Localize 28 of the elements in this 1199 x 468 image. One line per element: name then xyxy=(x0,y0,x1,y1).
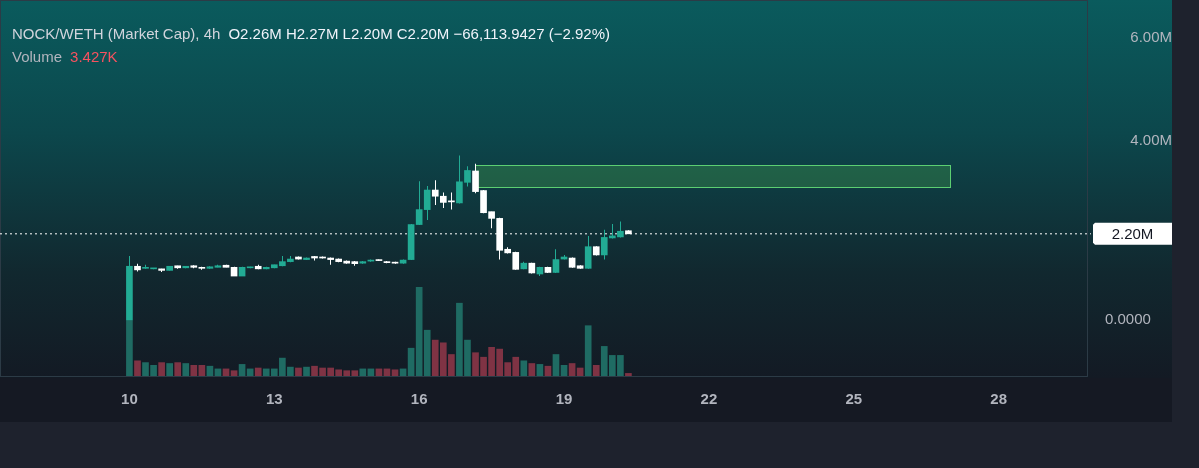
text: O2.26M H2.27M L2.20M C2.20M −66,113.9427 (−2.92%) xyxy=(228,25,610,42)
x-tick-label: 13 xyxy=(265,390,283,408)
bar xyxy=(182,363,190,377)
bar xyxy=(584,325,592,377)
text: NOCK/WETH (Market Cap), 4h xyxy=(12,25,221,42)
x-tick-label: 28 xyxy=(990,390,1008,408)
bar xyxy=(254,367,262,377)
y-tick-label: 6.00M xyxy=(1130,28,1172,46)
bar xyxy=(190,364,198,377)
bar xyxy=(158,362,165,377)
ref-line-label: 2.20M xyxy=(1111,224,1154,242)
x-tick-label: 19 xyxy=(555,390,573,408)
bar xyxy=(134,360,141,377)
bar xyxy=(592,364,600,377)
chart-subtitle: 3.427K xyxy=(70,48,118,65)
x-tick-label: 25 xyxy=(845,390,863,408)
bar xyxy=(166,363,173,377)
bar xyxy=(174,362,182,377)
bar xyxy=(423,329,431,377)
bar xyxy=(295,367,302,377)
bar xyxy=(303,366,310,377)
text: 0.0000 xyxy=(1105,309,1151,329)
chart-title: Volume xyxy=(12,48,63,65)
x-tick-label: 22 xyxy=(700,390,718,408)
y-tick-label: 4.00M xyxy=(1130,131,1172,149)
bar xyxy=(520,360,528,377)
x-tick-label: 16 xyxy=(410,390,428,408)
x-tick-label: 10 xyxy=(121,390,138,408)
